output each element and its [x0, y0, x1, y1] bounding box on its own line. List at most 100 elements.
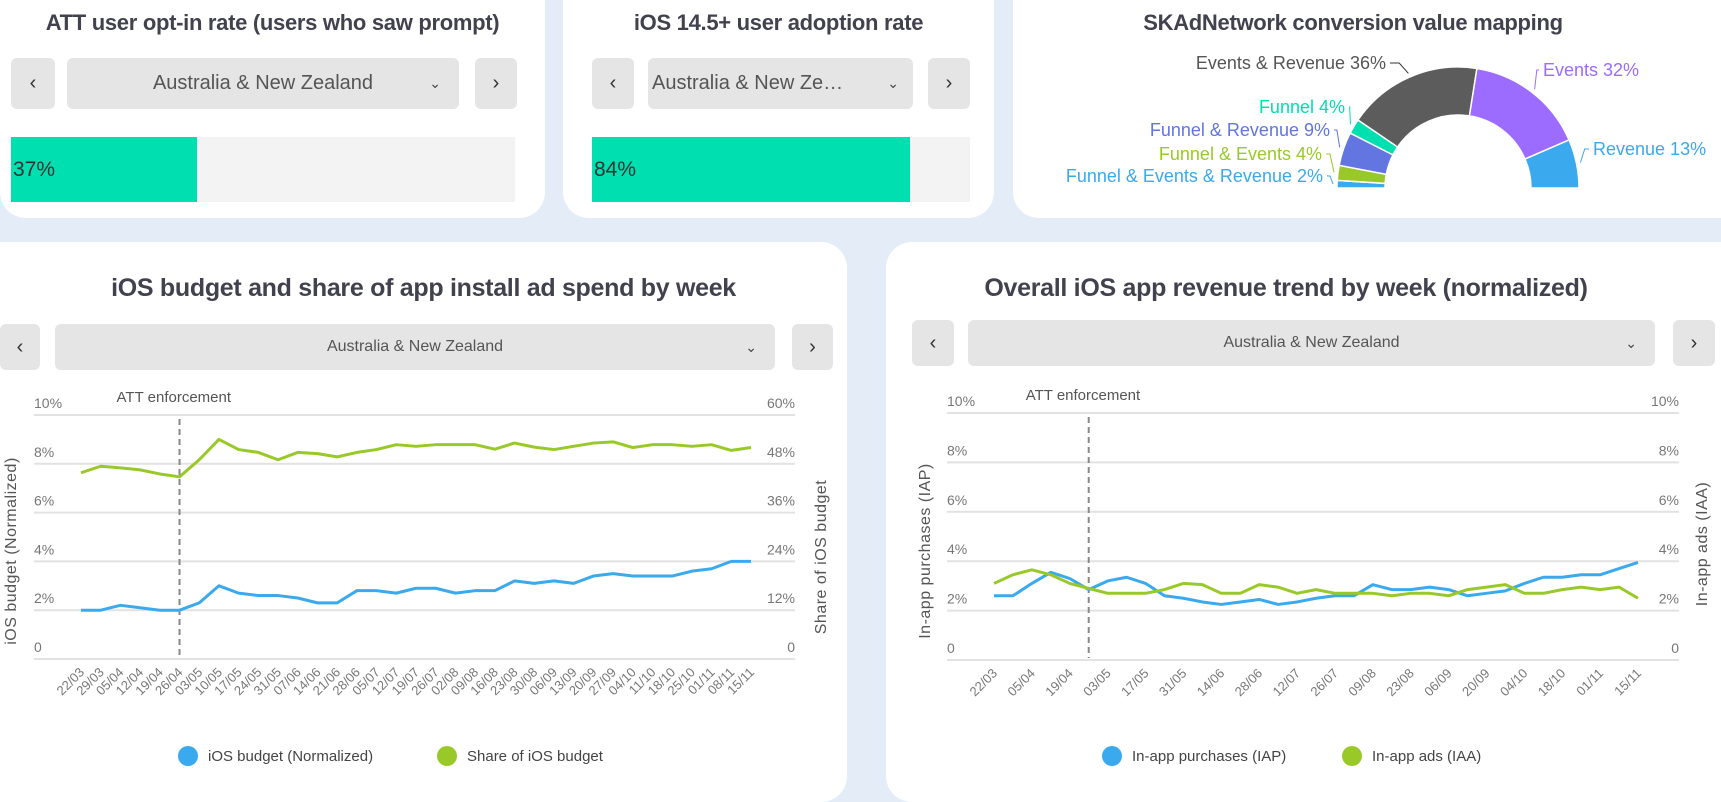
legend-label: Share of iOS budget — [467, 747, 603, 765]
revenue-region-select[interactable]: Australia & New Zealand ⌄ — [968, 320, 1655, 366]
optin-region-select[interactable]: Australia & New Zealand ⌄ — [67, 58, 459, 109]
budget-legend-item-0[interactable]: iOS budget (Normalized) — [178, 746, 373, 766]
revenue-prev-button[interactable]: ‹ — [912, 320, 954, 366]
y-tick-label: 6% — [34, 493, 54, 509]
chevron-right-icon: › — [809, 335, 816, 358]
x-tick-label: 23/08 — [1383, 666, 1417, 700]
donut-leader-line — [1534, 69, 1539, 90]
adoption-panel: iOS 14.5+ user adoption rate ‹ Australia… — [563, 0, 994, 218]
y2-tick-label: 2% — [1659, 591, 1679, 607]
adoption-next-button[interactable]: › — [928, 58, 970, 109]
x-tick-label: 18/10 — [1535, 666, 1569, 700]
x-tick-label: 19/04 — [1042, 666, 1076, 700]
donut-slice — [1468, 67, 1571, 160]
x-tick-label: 01/11 — [1573, 666, 1606, 699]
donut-leader-line — [1334, 129, 1341, 148]
x-tick-label: 26/07 — [1307, 666, 1341, 700]
adoption-value: 84% — [594, 157, 637, 181]
adoption-title: iOS 14.5+ user adoption rate — [633, 10, 924, 35]
y2-tick-label: 10% — [1651, 393, 1679, 409]
donut-label: Revenue 13% — [1593, 139, 1706, 159]
x-tick-label: 31/05 — [1156, 666, 1190, 700]
donut-leader-line — [1349, 106, 1351, 125]
budget-title: iOS budget and share of app install ad s… — [111, 274, 736, 302]
adoption-progress-fill — [592, 137, 910, 202]
x-tick-label: 28/06 — [1232, 666, 1266, 700]
optin-panel: ATT user opt-in rate (users who saw prom… — [0, 0, 545, 218]
chevron-right-icon: › — [1690, 331, 1698, 354]
x-tick-label: 22/03 — [967, 666, 1001, 700]
budget-region-select[interactable]: Australia & New Zealand ⌄ — [55, 324, 775, 370]
y-tick-label: 4% — [34, 541, 54, 557]
x-tick-label: 09/08 — [1345, 666, 1379, 700]
chevron-down-icon: ⌄ — [1625, 334, 1637, 351]
budget-legend-item-1[interactable]: Share of iOS budget — [437, 746, 603, 766]
y-tick-label: 8% — [34, 444, 54, 460]
x-tick-label: 05/04 — [1004, 666, 1038, 700]
y-tick-label: 2% — [947, 591, 967, 607]
y2-tick-label: 60% — [767, 395, 795, 411]
y2-tick-label: 4% — [1659, 541, 1679, 557]
x-tick-label: 14/06 — [1194, 666, 1228, 700]
donut-label: Funnel & Events & Revenue 2% — [1066, 166, 1323, 186]
optin-progress-fill — [11, 137, 198, 202]
chevron-down-icon: ⌄ — [887, 75, 899, 91]
x-tick-label: 04/10 — [1497, 666, 1531, 700]
optin-prev-button[interactable]: ‹ — [11, 58, 55, 109]
y-tick-label: 6% — [947, 492, 967, 508]
y2-tick-label: 12% — [767, 590, 795, 606]
chevron-down-icon: ⌄ — [429, 75, 441, 91]
optin-title: ATT user opt-in rate (users who saw prom… — [45, 10, 500, 35]
y-tick-label: 8% — [947, 442, 967, 458]
y-tick-label: 0 — [34, 639, 42, 655]
legend-dot-icon — [437, 746, 457, 766]
series-line — [80, 437, 752, 479]
legend-label: In-app ads (IAA) — [1372, 747, 1482, 765]
revenue-legend-item-0[interactable]: In-app purchases (IAP) — [1102, 746, 1286, 766]
optin-progress-bar: 37% — [11, 137, 515, 202]
y2-tick-label: 6% — [1659, 492, 1679, 508]
chevron-right-icon: › — [945, 72, 953, 94]
chevron-right-icon: › — [492, 72, 500, 94]
x-tick-label: 12/07 — [1270, 666, 1304, 700]
skan-title: SKAdNetwork conversion value mapping — [1143, 10, 1563, 35]
adoption-prev-button[interactable]: ‹ — [592, 58, 634, 109]
donut-leader-line — [1390, 62, 1409, 74]
legend-label: iOS budget (Normalized) — [208, 747, 374, 765]
y2-tick-label: 24% — [767, 541, 795, 557]
series-line — [81, 559, 751, 612]
budget-panel: iOS budget and share of app install ad s… — [0, 242, 847, 802]
revenue-legend-item-1[interactable]: In-app ads (IAA) — [1342, 746, 1481, 766]
x-tick-label: 20/09 — [1459, 666, 1493, 700]
att-enforcement-label: ATT enforcement — [117, 389, 232, 406]
y2-tick-label: 0 — [1671, 640, 1679, 656]
donut-leader-line — [1579, 148, 1589, 163]
x-tick-label: 06/09 — [1421, 666, 1455, 700]
x-tick-label: 17/05 — [1118, 666, 1152, 700]
y-tick-label: 2% — [34, 590, 54, 606]
optin-value: 37% — [13, 157, 56, 181]
chevron-left-icon: ‹ — [929, 331, 937, 354]
budget-next-button[interactable]: › — [792, 324, 833, 370]
donut-label: Events 32% — [1543, 60, 1639, 80]
series-line — [993, 568, 1639, 600]
y-tick-label: 10% — [34, 395, 62, 411]
adoption-region-select[interactable]: Australia & New Zealand ⌄ — [648, 58, 913, 109]
y-tick-label: 0 — [947, 640, 955, 656]
donut-label: Funnel & Revenue 9% — [1150, 120, 1330, 140]
optin-next-button[interactable]: › — [475, 58, 517, 109]
y2-tick-label: 36% — [767, 493, 795, 509]
adoption-progress-bar: 84% — [592, 137, 970, 202]
legend-dot-icon — [1102, 746, 1122, 766]
revenue-next-button[interactable]: › — [1673, 320, 1715, 366]
legend-label: In-app purchases (IAP) — [1132, 747, 1287, 765]
revenue-panel: Overall iOS app revenue trend by week (n… — [886, 242, 1721, 802]
charts-overlay: Funnel & Events & Revenue 2%Funnel & Eve… — [34, 53, 1706, 700]
att-enforcement-label: ATT enforcement — [1026, 387, 1141, 404]
series-line — [994, 561, 1639, 606]
y2-tick-label: 0 — [787, 639, 795, 655]
budget-prev-button[interactable]: ‹ — [0, 324, 40, 370]
donut-label: Funnel & Events 4% — [1159, 144, 1322, 164]
x-tick-label: 03/05 — [1080, 666, 1114, 700]
chevron-left-icon: ‹ — [16, 335, 24, 358]
